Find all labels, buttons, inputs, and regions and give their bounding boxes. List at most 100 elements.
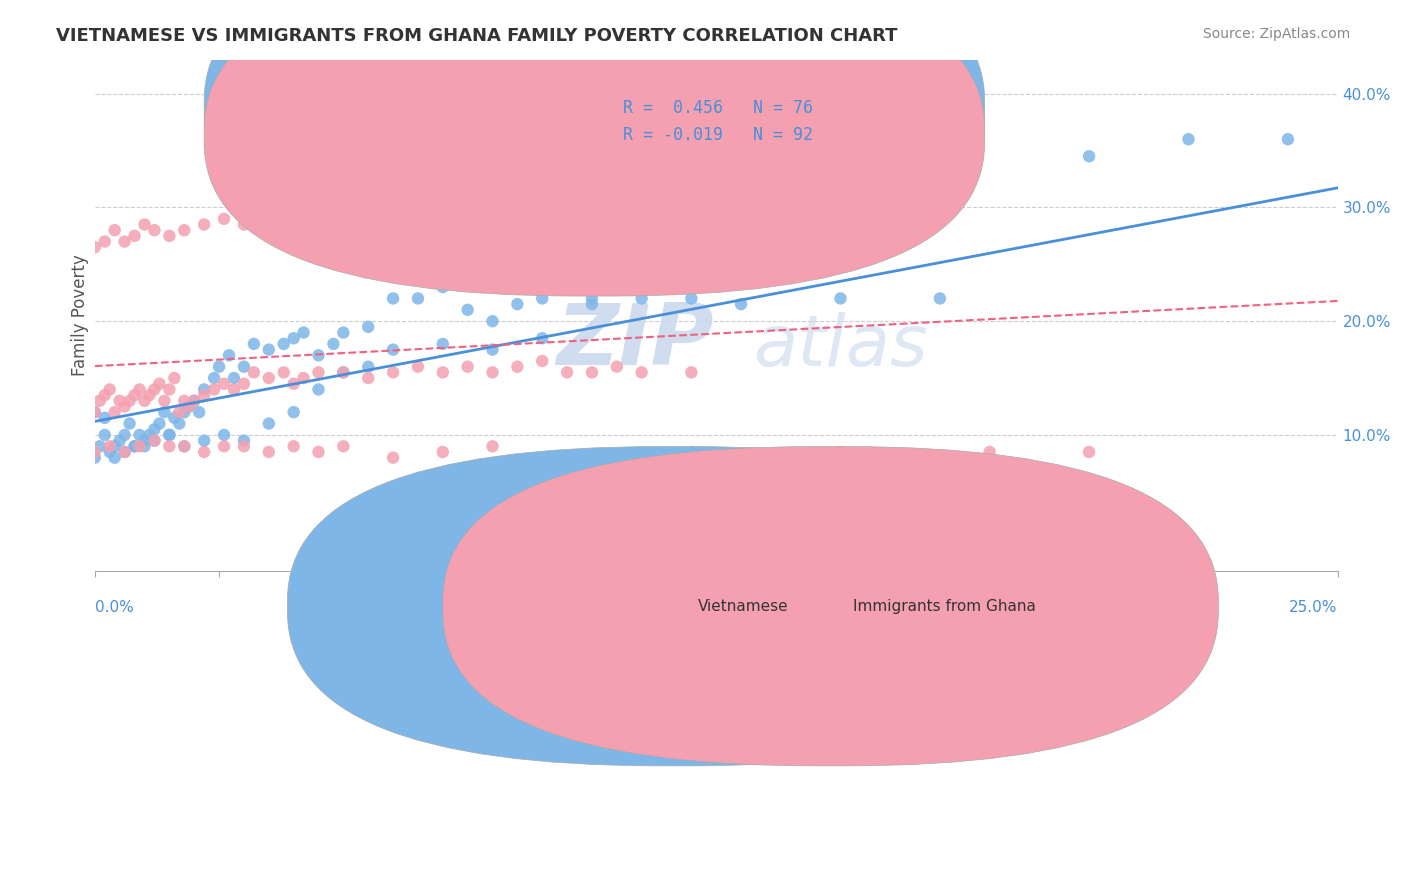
Point <box>143 422 166 436</box>
Point <box>606 359 628 374</box>
Point <box>134 434 156 448</box>
Point <box>531 172 554 186</box>
Text: VIETNAMESE VS IMMIGRANTS FROM GHANA FAMILY POVERTY CORRELATION CHART: VIETNAMESE VS IMMIGRANTS FROM GHANA FAMI… <box>56 27 898 45</box>
Point <box>83 405 105 419</box>
Text: ZIP: ZIP <box>557 300 714 383</box>
Point <box>257 211 280 226</box>
Point <box>157 428 180 442</box>
Point <box>257 371 280 385</box>
Point <box>98 383 121 397</box>
Point <box>93 388 115 402</box>
Point <box>118 417 141 431</box>
Point <box>257 445 280 459</box>
Point <box>148 417 170 431</box>
Point <box>830 445 852 459</box>
Point <box>283 376 305 391</box>
Point <box>104 405 127 419</box>
Point <box>531 354 554 368</box>
Point <box>630 292 652 306</box>
Point <box>257 343 280 357</box>
Point <box>322 337 344 351</box>
FancyBboxPatch shape <box>548 87 877 167</box>
Point <box>406 359 429 374</box>
Point <box>830 292 852 306</box>
Point <box>506 359 529 374</box>
Point <box>432 183 454 197</box>
Point <box>83 450 105 465</box>
Point <box>531 292 554 306</box>
Point <box>193 434 215 448</box>
Point <box>979 445 1001 459</box>
Point <box>104 223 127 237</box>
Point <box>134 393 156 408</box>
Point <box>93 410 115 425</box>
Point <box>83 240 105 254</box>
Point <box>218 348 240 362</box>
Point <box>308 383 330 397</box>
Point <box>212 439 235 453</box>
Point <box>143 223 166 237</box>
Point <box>232 434 254 448</box>
Point <box>581 297 603 311</box>
Point <box>481 343 503 357</box>
Point <box>212 211 235 226</box>
Point <box>93 428 115 442</box>
Point <box>481 178 503 192</box>
Point <box>202 383 225 397</box>
Point <box>173 405 195 419</box>
Point <box>183 393 205 408</box>
Point <box>183 393 205 408</box>
Point <box>212 376 235 391</box>
Point <box>148 376 170 391</box>
Point <box>143 383 166 397</box>
Point <box>581 450 603 465</box>
Point <box>157 228 180 243</box>
Point <box>118 393 141 408</box>
Point <box>83 405 105 419</box>
Point <box>98 439 121 453</box>
Point <box>292 326 315 340</box>
Point <box>1078 445 1101 459</box>
Point <box>357 359 380 374</box>
Point <box>163 371 186 385</box>
Point <box>157 439 180 453</box>
Point <box>163 410 186 425</box>
Point <box>193 388 215 402</box>
Point <box>308 445 330 459</box>
FancyBboxPatch shape <box>204 0 984 268</box>
Point <box>257 417 280 431</box>
Text: 0.0%: 0.0% <box>94 599 134 615</box>
Point <box>134 218 156 232</box>
Point <box>124 228 146 243</box>
Point <box>157 383 180 397</box>
Point <box>406 292 429 306</box>
Point <box>292 371 315 385</box>
Point <box>232 376 254 391</box>
Point <box>283 206 305 220</box>
Point <box>1277 132 1299 146</box>
FancyBboxPatch shape <box>443 447 1219 766</box>
Point <box>179 400 201 414</box>
Point <box>308 348 330 362</box>
Point <box>108 434 131 448</box>
Point <box>153 393 176 408</box>
Point <box>114 428 136 442</box>
Point <box>332 326 354 340</box>
Point <box>114 445 136 459</box>
Point <box>779 137 801 152</box>
Point <box>1078 149 1101 163</box>
Point <box>93 235 115 249</box>
Point <box>193 445 215 459</box>
Point <box>332 365 354 379</box>
Point <box>108 393 131 408</box>
Point <box>681 149 703 163</box>
Point <box>382 178 405 192</box>
Point <box>169 405 191 419</box>
Point <box>481 365 503 379</box>
Point <box>232 359 254 374</box>
Point <box>114 235 136 249</box>
Point <box>104 439 127 453</box>
Point <box>432 445 454 459</box>
Point <box>222 383 245 397</box>
Point <box>104 450 127 465</box>
